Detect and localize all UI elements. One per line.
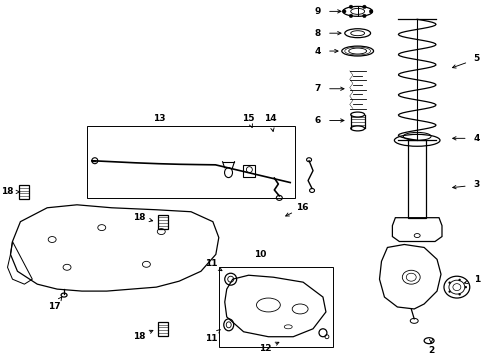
Text: 13: 13 [153, 114, 166, 123]
Text: 3: 3 [473, 180, 480, 189]
Bar [158, 322, 168, 336]
Circle shape [459, 279, 461, 281]
Text: 9: 9 [315, 7, 321, 16]
Bar [408, 140, 426, 218]
Text: 11: 11 [205, 334, 217, 343]
Text: 12: 12 [259, 344, 271, 353]
Circle shape [363, 14, 366, 18]
Text: 4: 4 [315, 46, 321, 55]
Text: 7: 7 [315, 84, 321, 93]
Text: 10: 10 [254, 250, 267, 259]
Text: 16: 16 [296, 203, 308, 212]
Text: 17: 17 [48, 302, 60, 311]
Text: 2: 2 [428, 346, 434, 355]
Text: 5: 5 [473, 54, 480, 63]
Circle shape [465, 286, 467, 288]
Bar [219, 267, 333, 347]
Text: 18: 18 [133, 332, 146, 341]
Circle shape [349, 14, 353, 18]
Circle shape [369, 10, 373, 13]
Text: 6: 6 [315, 116, 321, 125]
Text: 18: 18 [1, 188, 14, 197]
Circle shape [363, 5, 366, 9]
Circle shape [349, 5, 353, 9]
Circle shape [448, 282, 451, 284]
Bar [244, 165, 255, 177]
Text: 8: 8 [315, 29, 321, 38]
Bar [87, 126, 295, 198]
Bar [20, 185, 29, 199]
Circle shape [343, 10, 346, 13]
Circle shape [459, 293, 461, 296]
Text: 1: 1 [473, 275, 480, 284]
Text: 18: 18 [133, 213, 146, 222]
Text: 11: 11 [205, 259, 217, 268]
Text: 14: 14 [264, 114, 277, 123]
Text: 15: 15 [243, 114, 255, 123]
Text: 4: 4 [473, 134, 480, 143]
Bar [158, 215, 168, 229]
Circle shape [448, 291, 451, 293]
